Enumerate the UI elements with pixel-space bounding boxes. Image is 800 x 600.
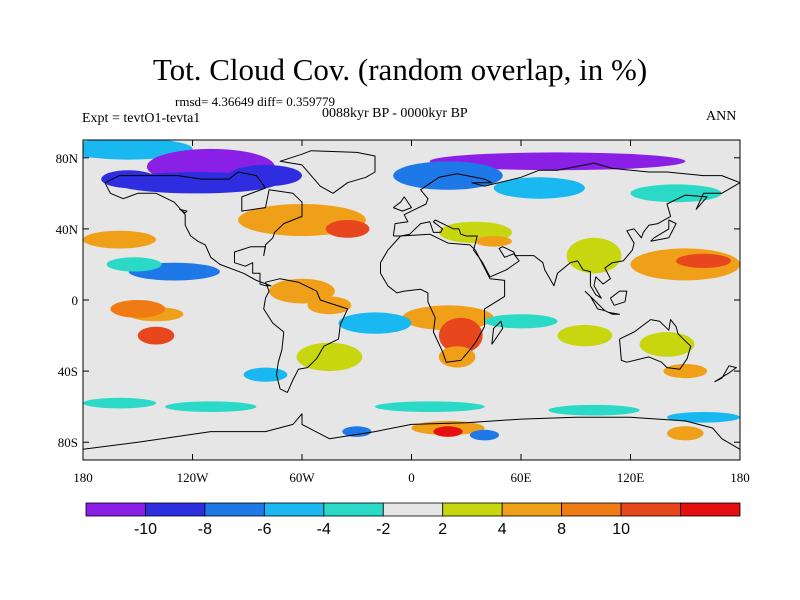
season-label: ANN (706, 109, 737, 124)
colorbar-label: -10 (134, 521, 157, 538)
anomaly-patch-13 (475, 236, 512, 247)
lon-label: 60W (289, 470, 315, 485)
colorbar-swatch (382, 502, 444, 517)
colorbar-swatch (145, 502, 206, 517)
lat-label: 80S (58, 435, 78, 450)
coastline-2 (263, 278, 349, 393)
colorbar-label: -2 (376, 521, 390, 538)
lat-label: 80N (56, 151, 79, 166)
anomaly-patch-34 (83, 397, 156, 409)
coastline-13 (179, 208, 188, 214)
lon-axis: 180 120W 60W 0 60E 120E 180 (73, 140, 750, 485)
map-plot-area: 80N 40N 0 40S 80S 180 120W 60W 0 60E 120E 180 (56, 139, 750, 485)
anomaly-patch-40 (433, 426, 463, 437)
anomaly-patch-25 (110, 300, 166, 318)
period-text: 0088kyr BP - 0000kyr BP (322, 106, 468, 121)
stats-text: rmsd= 4.36649 diff= 0.359779 (175, 94, 335, 109)
lat-label: 40S (58, 364, 78, 379)
coastline-6 (83, 413, 740, 450)
anomaly-patch-33 (243, 367, 288, 382)
anomaly-patch-30 (557, 324, 613, 347)
anomaly-patch-4 (101, 170, 156, 189)
coastline-10 (491, 320, 504, 345)
lon-label: 180 (73, 470, 93, 485)
anomaly-patch-35 (165, 401, 257, 413)
lon-label: 120W (177, 470, 210, 485)
colorbar-label: -6 (257, 521, 271, 538)
colorbar-swatch (442, 502, 503, 517)
colorbar-swatch (263, 502, 325, 517)
coastline-14 (714, 365, 737, 383)
anomaly-patch-37 (548, 404, 640, 416)
coastline-8 (604, 310, 620, 315)
colorbar-swatch (680, 502, 741, 517)
anomaly-patch-42 (469, 429, 500, 441)
coastline-4 (392, 162, 740, 299)
anomaly-patch-26 (137, 326, 175, 345)
anomaly-patch-10 (325, 220, 370, 238)
colorbar-swatch (85, 502, 146, 517)
colorbar-label: -8 (198, 521, 212, 538)
colorbar-label: -4 (317, 521, 331, 538)
anomaly-patch-20 (307, 296, 352, 315)
lon-label: 120E (617, 470, 645, 485)
coastline-12 (650, 219, 677, 242)
anomaly-patch-38 (667, 412, 740, 423)
coastline-5 (619, 319, 692, 370)
anomaly-patch-31 (639, 332, 695, 357)
coastline-0 (104, 171, 303, 287)
anomaly-patch-36 (375, 401, 485, 413)
anomaly-patch-8 (630, 184, 722, 203)
anomaly-patch-43 (667, 426, 704, 441)
anomaly-patch-18 (676, 253, 731, 268)
anomaly-patch-3 (229, 164, 302, 187)
map-title: Tot. Cloud Cov. (random overlap, in %) (152, 52, 648, 87)
coastline-3 (380, 233, 506, 363)
anomaly-patch-32 (663, 364, 708, 379)
colorbar-label: 10 (612, 521, 630, 538)
anomaly-patch-7 (493, 177, 585, 199)
coastline-11 (393, 196, 412, 212)
colorbar: -10 -8 -6 -4 -2 2 4 8 10 (85, 502, 741, 538)
colorbar-swatch (323, 502, 384, 517)
anomaly-patch-16 (106, 257, 162, 272)
colorbar-swatch (561, 502, 622, 517)
colorbar-label: 4 (498, 521, 507, 538)
lon-label: 180 (730, 470, 750, 485)
lat-label: 40N (56, 222, 79, 237)
anomaly-patch-11 (83, 230, 156, 249)
colorbar-label: 2 (438, 521, 447, 538)
anomaly-patch-27 (338, 312, 412, 334)
colorbar-swatch (620, 502, 681, 517)
coastline-layer (83, 150, 740, 450)
anomaly-patch-28 (296, 342, 363, 372)
anomaly-patch-14 (566, 237, 622, 274)
anomaly-patch-5 (429, 152, 686, 171)
anomaly-patch-19 (269, 278, 335, 304)
lat-axis: 80N 40N 0 40S 80S (56, 151, 740, 450)
colorbar-swatch (204, 502, 265, 517)
coastline-9 (609, 290, 628, 306)
coastline-1 (279, 150, 376, 194)
lon-label: 0 (408, 470, 415, 485)
coastline-7 (584, 290, 606, 312)
anomaly-patch-41 (342, 426, 372, 437)
colorbar-swatch (501, 502, 563, 517)
lon-label: 60E (511, 470, 532, 485)
lat-label: 0 (72, 293, 79, 308)
colorbar-label: 8 (557, 521, 566, 538)
experiment-label: Expt = tevtO1-tevta1 (82, 111, 201, 126)
anomaly-patch-29 (484, 314, 558, 329)
anomaly-patch-22 (438, 317, 483, 354)
